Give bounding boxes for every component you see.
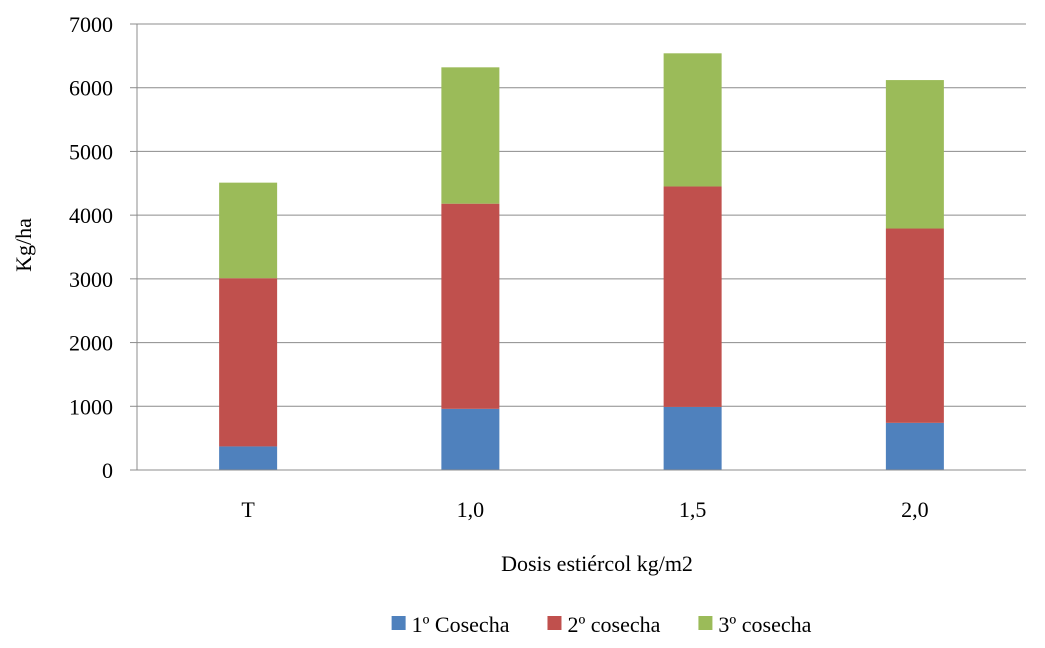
bar-segment	[885, 422, 944, 470]
x-tick-labels: T 1,0 1,5 2,0	[241, 497, 928, 522]
y-tick-labels: 0 1000 2000 3000 4000 5000 6000 7000	[69, 12, 113, 483]
bar-segment	[219, 182, 278, 279]
bar-segment	[219, 446, 278, 470]
legend-swatch	[698, 616, 713, 630]
legend-swatch	[391, 616, 406, 630]
x-tick-label: 1,0	[457, 497, 485, 522]
bar-segment	[219, 278, 278, 447]
y-tick-label: 7000	[69, 12, 113, 37]
legend-item: 1º Cosecha	[391, 612, 510, 637]
y-tick-label: 2000	[69, 331, 113, 356]
y-tick-label: 5000	[69, 139, 113, 164]
bar-segment	[441, 67, 500, 204]
axes	[130, 23, 1026, 471]
x-tick-label: 2,0	[901, 497, 929, 522]
legend-item: 3º cosecha	[698, 612, 812, 637]
bar-segment	[885, 228, 944, 423]
y-tick-label: 1000	[69, 394, 113, 419]
legend: 1º Cosecha 2º cosecha 3º cosecha	[391, 612, 812, 637]
legend-label: 2º cosecha	[567, 612, 660, 637]
x-tick-label: 1,5	[679, 497, 707, 522]
x-axis-title: Dosis estiércol kg/m2	[501, 551, 693, 576]
y-tick-label: 3000	[69, 267, 113, 292]
bar-segment	[663, 53, 722, 187]
y-tick-label: 0	[102, 458, 113, 483]
legend-label: 3º cosecha	[718, 612, 811, 637]
x-tick-label: T	[241, 497, 255, 522]
legend-swatch	[547, 616, 562, 630]
bar-segment	[663, 406, 722, 470]
bar-segment	[885, 80, 944, 229]
legend-item: 2º cosecha	[547, 612, 661, 637]
grid-lines	[137, 23, 1026, 407]
legend-label: 1º Cosecha	[412, 612, 510, 637]
y-tick-label: 4000	[69, 203, 113, 228]
y-tick-label: 6000	[69, 76, 113, 101]
bar-segment	[441, 408, 500, 470]
y-axis-title: Kg/ha	[11, 218, 36, 272]
bars	[219, 53, 944, 470]
bar-segment	[441, 203, 500, 409]
bar-segment	[663, 186, 722, 407]
